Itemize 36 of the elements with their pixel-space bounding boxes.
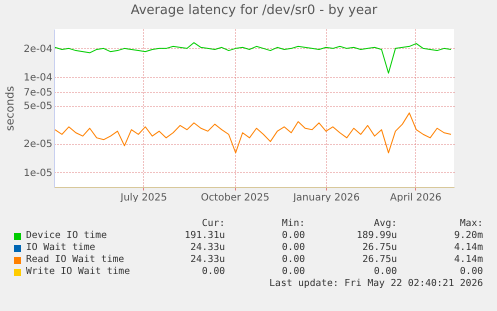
text: 0.00 xyxy=(282,254,305,265)
text: 4.14m xyxy=(454,242,483,253)
y-tick-label: 1e-04 xyxy=(24,72,52,84)
y-axis-title: seconds xyxy=(4,86,17,131)
text: 0.00 xyxy=(374,266,397,277)
text: 24.33u xyxy=(190,254,225,265)
legend-label: Read IO Wait time xyxy=(26,254,124,266)
text: 0.00 xyxy=(282,266,305,277)
line-series xyxy=(54,112,452,154)
text: Max: xyxy=(460,218,483,229)
text: Cur: xyxy=(202,218,225,229)
line-series xyxy=(54,42,452,74)
text: 26.75u xyxy=(362,242,397,253)
x-tick-label: October 2025 xyxy=(200,192,270,204)
legend-label: Write IO Wait time xyxy=(26,266,130,278)
text: 191.31u xyxy=(184,230,225,241)
y-tick-label: 2e-05 xyxy=(24,139,52,150)
y-tick-label: 7e-05 xyxy=(24,87,52,98)
text: 9.20m xyxy=(454,230,483,241)
text: 24.33u xyxy=(190,242,225,253)
y-tick-label: 5e-05 xyxy=(24,101,52,112)
y-tick-label: 1e-05 xyxy=(24,168,52,179)
text: 0.00 xyxy=(202,266,225,277)
text: 0.00 xyxy=(282,242,305,253)
text: 0.00 xyxy=(460,266,483,277)
y-tick-label: 2e-04 xyxy=(24,44,52,55)
text: 26.75u xyxy=(362,254,397,265)
text: 189.99u xyxy=(356,230,397,241)
text: Min: xyxy=(282,218,305,229)
legend-label: Device IO time xyxy=(26,230,107,242)
text: 0.00 xyxy=(282,230,305,241)
chart-title: Average latency for /dev/sr0 - by year xyxy=(130,3,378,18)
text: Last update: Fri May 22 02:40:21 2026 xyxy=(269,278,483,289)
text: 4.14m xyxy=(454,254,483,265)
text: Avg: xyxy=(374,218,397,229)
legend-label: IO Wait time xyxy=(26,242,96,254)
